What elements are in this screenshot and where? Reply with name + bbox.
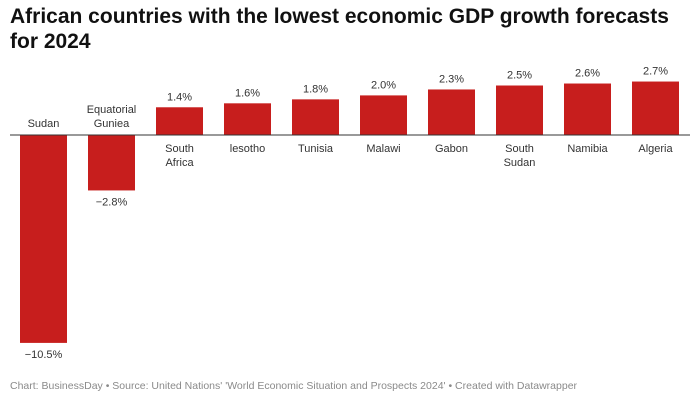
bar (156, 107, 203, 135)
value-label: 1.6% (235, 87, 260, 99)
bar (496, 85, 543, 135)
value-label: 2.3% (439, 73, 464, 85)
category-label: Sudan (28, 118, 60, 130)
bar (360, 95, 407, 135)
value-label: 1.4% (167, 91, 192, 103)
category-label: South Africa (165, 143, 194, 169)
category-label: Algeria (638, 143, 673, 155)
bar (632, 81, 679, 135)
value-label: −2.8% (96, 196, 128, 208)
value-label: 1.8% (303, 83, 328, 95)
bar (292, 99, 339, 135)
bar (88, 135, 135, 191)
bar (428, 89, 475, 135)
chart-footer: Chart: BusinessDay • Source: United Nati… (10, 380, 578, 392)
bar (20, 135, 67, 343)
value-label: −10.5% (25, 349, 63, 361)
chart-title: African countries with the lowest econom… (10, 5, 669, 53)
category-label: Equatorial Guniea (87, 104, 137, 130)
category-label: Gabon (435, 143, 468, 155)
bar (564, 83, 611, 135)
category-label: Tunisia (298, 143, 334, 155)
value-label: 2.0% (371, 79, 396, 91)
bar (224, 103, 271, 135)
value-label: 2.6% (575, 68, 600, 80)
category-label: South Sudan (504, 143, 536, 169)
value-label: 2.7% (643, 66, 668, 78)
value-label: 2.5% (507, 70, 532, 82)
category-label: lesotho (230, 143, 265, 155)
category-label: Malawi (366, 143, 400, 155)
category-label: Namibia (567, 143, 608, 155)
